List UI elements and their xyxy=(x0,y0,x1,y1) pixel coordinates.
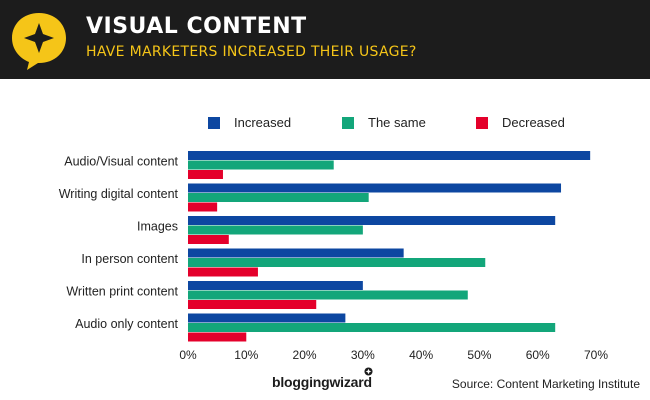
bar-increased-in-person-content xyxy=(188,248,404,258)
bar-decreased-audio-only-content xyxy=(188,332,247,342)
bar-increased-images xyxy=(188,216,556,225)
legend-swatch-the-same xyxy=(342,117,354,129)
legend-label-increased: Increased xyxy=(234,115,292,130)
x-tick-label: 10% xyxy=(234,348,258,362)
header-banner: VISUAL CONTENT HAVE MARKETERS INCREASED … xyxy=(0,0,650,79)
bar-increased-written-print-content xyxy=(188,281,363,290)
brand-logo-text: bloggingwizard xyxy=(272,374,372,390)
category-label: In person content xyxy=(81,252,178,266)
bar-the-same-audio-visual-content xyxy=(188,160,334,170)
bar-increased-audio-visual-content xyxy=(188,151,591,160)
bar-decreased-written-print-content xyxy=(188,300,317,309)
legend-swatch-increased xyxy=(208,117,220,129)
legend-label-the-same: The same xyxy=(368,115,426,130)
x-tick-label: 20% xyxy=(293,348,317,362)
bar-increased-writing-digital-content xyxy=(188,183,562,193)
x-tick-label: 50% xyxy=(467,348,491,362)
brand-wand-icon xyxy=(364,367,373,376)
category-label: Written print content xyxy=(66,285,178,299)
x-tick-label: 0% xyxy=(179,348,197,362)
category-label: Writing digital content xyxy=(59,187,179,201)
page-subtitle: HAVE MARKETERS INCREASED THEIR USAGE? xyxy=(86,44,417,60)
bar-the-same-audio-only-content xyxy=(188,323,556,332)
x-tick-label: 30% xyxy=(351,348,375,362)
bar-the-same-images xyxy=(188,225,363,235)
legend-label-decreased: Decreased xyxy=(502,115,565,130)
bar-decreased-in-person-content xyxy=(188,267,258,277)
page-title: VISUAL CONTENT xyxy=(86,14,307,39)
bar-decreased-writing-digital-content xyxy=(188,202,218,212)
bar-the-same-written-print-content xyxy=(188,290,468,300)
category-label: Audio only content xyxy=(75,317,178,331)
bar-decreased-audio-visual-content xyxy=(188,170,223,179)
x-tick-label: 40% xyxy=(409,348,433,362)
source-credit: Source: Content Marketing Institute xyxy=(451,377,640,391)
category-label: Audio/Visual content xyxy=(64,155,178,169)
legend-swatch-decreased xyxy=(476,117,488,129)
category-label: Images xyxy=(137,220,178,234)
bar-the-same-writing-digital-content xyxy=(188,193,369,202)
x-tick-label: 60% xyxy=(526,348,550,362)
star-speech-bubble-icon xyxy=(12,13,66,70)
bar-decreased-images xyxy=(188,235,229,244)
x-tick-label: 70% xyxy=(584,348,608,362)
bar-the-same-in-person-content xyxy=(188,258,486,267)
bar-increased-audio-only-content xyxy=(188,313,346,323)
